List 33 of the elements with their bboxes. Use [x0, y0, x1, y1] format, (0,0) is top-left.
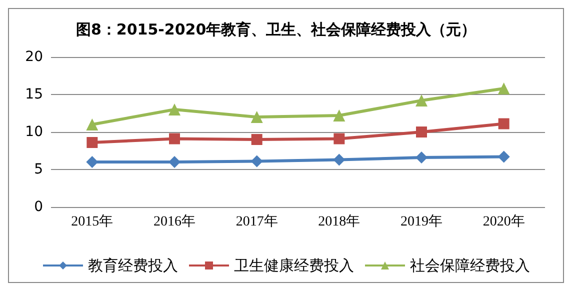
point: [416, 126, 427, 138]
point: [168, 104, 180, 116]
x-tick-label: 2019年: [400, 214, 442, 230]
x-tick-label: 2020年: [482, 214, 525, 230]
point: [498, 118, 510, 130]
x-tick-label: 2016年: [154, 214, 196, 230]
point: [86, 156, 98, 168]
point: [498, 150, 510, 163]
point: [168, 156, 180, 168]
y-tick-label: 20: [25, 49, 43, 65]
point: [251, 134, 262, 145]
point: [86, 137, 98, 148]
x-tick-label: 2018年: [318, 214, 360, 230]
y-tick-label: 15: [25, 86, 43, 102]
point: [333, 110, 346, 122]
point: [333, 154, 346, 166]
point: [86, 118, 98, 130]
point: [498, 82, 510, 94]
y-tick-label: 10: [25, 124, 43, 140]
point: [250, 111, 263, 123]
legend-label: 卫生健康经费投入: [234, 256, 354, 274]
legend-label: 社会保障经费投入: [410, 256, 530, 274]
legend-label: 教育经费投入: [88, 256, 178, 274]
point: [416, 94, 428, 106]
point: [169, 133, 180, 144]
x-tick-label: 2015年: [71, 214, 114, 230]
point: [416, 152, 428, 164]
x-tick-label: 2017年: [236, 214, 278, 230]
point: [334, 133, 345, 144]
y-tick-label: 5: [34, 162, 43, 178]
y-tick-label: 0: [34, 199, 43, 215]
chart-title: 图8：2015-2020年教育、卫生、社会保障经费投入（元）: [76, 20, 476, 38]
point: [250, 155, 263, 168]
